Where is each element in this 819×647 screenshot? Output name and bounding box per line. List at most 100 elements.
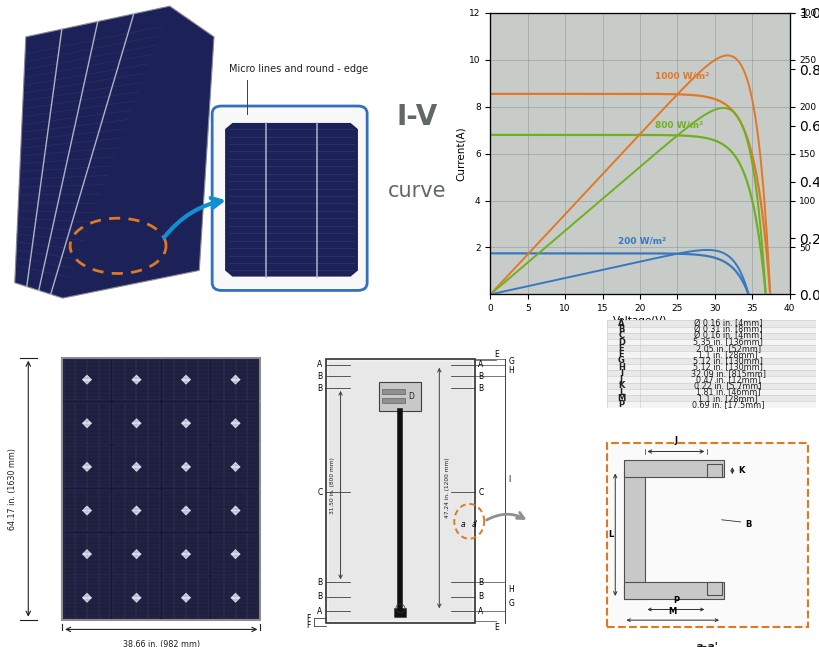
Text: 5.12 in. [130mm]: 5.12 in. [130mm] [692,362,762,371]
Bar [212,490,259,531]
Text: 200 W/m²: 200 W/m² [617,237,665,246]
Polygon shape [131,549,142,559]
Bar [328,362,472,620]
Text: H: H [618,362,624,371]
Text: 5.35 in. [136mm]: 5.35 in. [136mm] [692,338,762,347]
Bar [113,359,160,400]
Text: 1.1 in. [28mm]: 1.1 in. [28mm] [697,394,757,402]
Text: 64.17 in. (1630 mm): 64.17 in. (1630 mm) [8,448,17,530]
Text: M: M [667,607,676,616]
Text: B: B [477,592,482,601]
Text: Ø 0.31 in. [8mm]: Ø 0.31 in. [8mm] [693,325,762,334]
Polygon shape [131,418,142,428]
Bar [162,403,209,444]
Text: K: K [618,381,624,390]
Bar [606,401,815,408]
Bar [212,577,259,618]
Text: REAR: REAR [354,327,396,341]
Polygon shape [181,375,191,385]
Text: C: C [317,488,322,497]
Polygon shape [82,418,92,428]
Bar [212,403,259,444]
Text: 1.1 in. [28mm]: 1.1 in. [28mm] [697,350,757,359]
Text: J: J [673,436,676,445]
Text: L: L [618,388,623,397]
Polygon shape [181,505,191,516]
Bar [394,608,406,617]
Text: 47.24 in. (1200 mm): 47.24 in. (1200 mm) [445,457,450,518]
Bar [382,398,405,402]
Bar [162,359,209,400]
Bar [382,389,405,394]
Polygon shape [181,418,191,428]
Text: 38.66 in. (982 mm): 38.66 in. (982 mm) [123,641,200,647]
Text: B: B [317,578,322,587]
Bar [606,358,815,364]
Text: B: B [618,325,624,334]
Bar [623,471,644,599]
Text: J: J [619,375,622,384]
Bar [64,490,111,531]
Polygon shape [131,505,142,516]
Text: E: E [493,350,498,359]
Text: F: F [618,350,623,359]
Bar [113,577,160,618]
Text: B: B [477,372,482,381]
Text: I: I [508,475,509,484]
Bar [606,333,815,339]
Text: 5.12 in. [130mm]: 5.12 in. [130mm] [692,356,762,366]
Text: B: B [744,520,750,529]
X-axis label: Voltage(V): Voltage(V) [612,316,667,326]
Text: H: H [508,585,514,594]
Text: 800 W/m²: 800 W/m² [654,121,702,130]
Bar [606,377,815,382]
Bar [113,490,160,531]
Text: B: B [317,384,322,393]
Bar [113,403,160,444]
Text: P: P [672,596,678,605]
Text: B: B [477,384,482,393]
Text: a: a [460,520,465,529]
Bar [162,534,209,575]
Polygon shape [181,462,191,472]
Text: curve: curve [387,181,446,201]
Bar [64,446,111,487]
Bar [212,534,259,575]
Polygon shape [82,375,92,385]
Text: 1.81 in. [46mm]: 1.81 in. [46mm] [695,388,759,397]
Polygon shape [82,593,92,603]
Polygon shape [82,462,92,472]
Polygon shape [230,462,240,472]
Text: G: G [508,600,514,608]
Polygon shape [606,443,807,626]
Text: G: G [508,357,514,366]
Bar [64,577,111,618]
Bar [162,446,209,487]
Polygon shape [82,549,92,559]
Polygon shape [230,418,240,428]
Bar [212,359,259,400]
Text: K: K [738,466,744,475]
Bar [606,339,815,345]
Polygon shape [181,549,191,559]
Text: A: A [317,360,322,369]
Bar [606,395,815,401]
Bar [606,345,815,351]
Polygon shape [181,593,191,603]
Text: 0.22 in. [5.7mm]: 0.22 in. [5.7mm] [694,381,761,390]
Text: D: D [618,338,624,347]
Polygon shape [230,593,240,603]
Text: 32.09 in. [815mm]: 32.09 in. [815mm] [690,369,765,378]
Bar [62,358,260,620]
Text: B: B [317,592,322,601]
Bar [606,389,815,395]
Bar [606,327,815,333]
Text: E: E [493,622,498,631]
Text: A: A [317,607,322,616]
Polygon shape [224,123,357,277]
Bar [706,465,721,477]
Text: I: I [619,369,622,378]
Text: a-a': a-a' [695,642,718,647]
Bar [379,382,421,411]
Text: B: B [477,578,482,587]
